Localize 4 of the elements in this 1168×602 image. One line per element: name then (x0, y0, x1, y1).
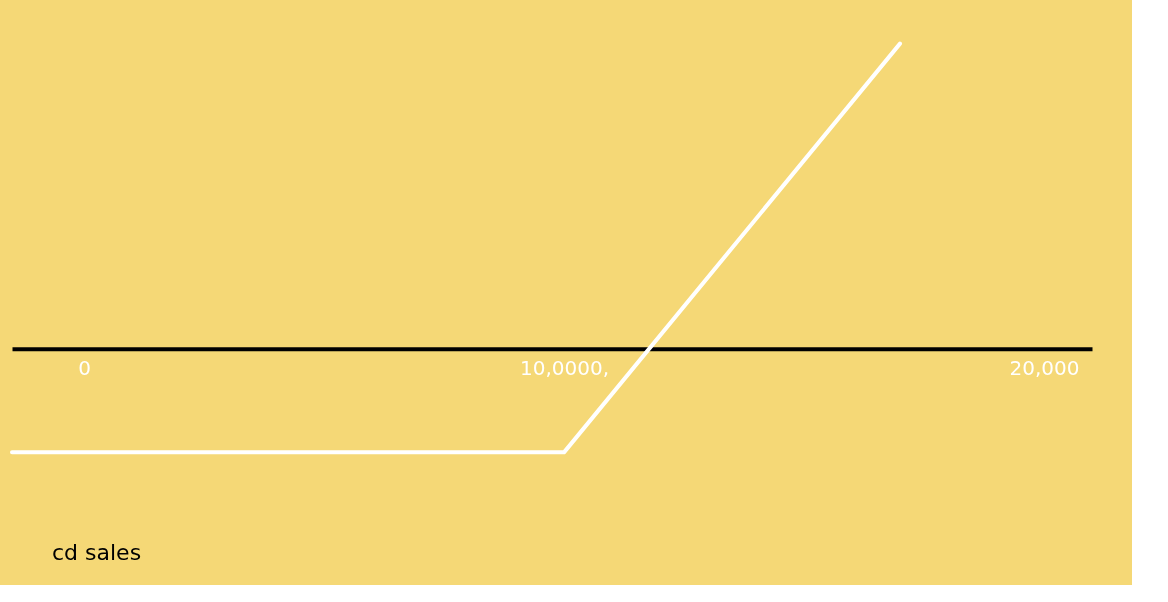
x-tick-label: 20,000 (1009, 356, 1080, 381)
x-axis-title: cd sales (52, 540, 142, 565)
x-tick-label: 0 (78, 356, 91, 381)
x-tick-label: 10,0000, (519, 356, 610, 381)
